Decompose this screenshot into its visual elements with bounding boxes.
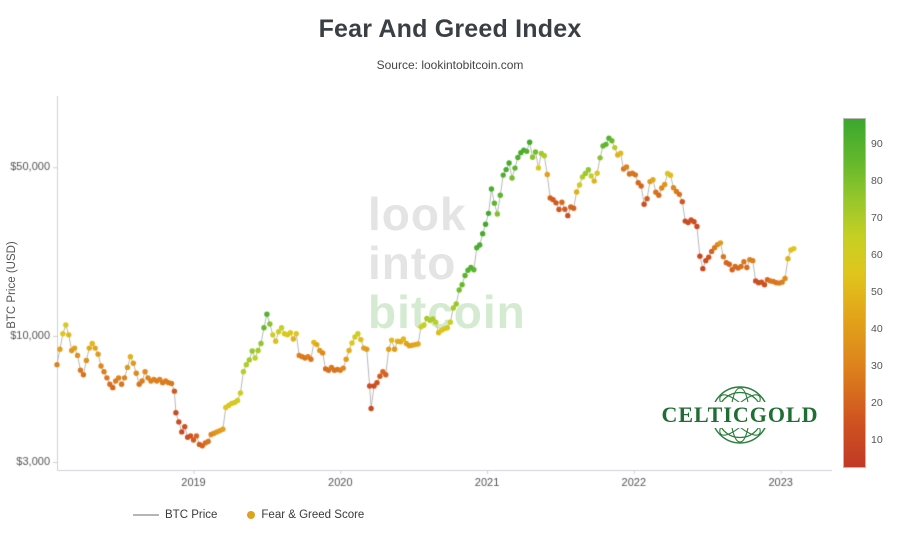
colorbar-tick-label: 70 <box>871 211 883 224</box>
legend-label-btc-price: BTC Price <box>165 509 218 521</box>
colorbar-tick-label: 30 <box>871 360 883 373</box>
y-axis-title: BTC Price (USD) <box>6 241 18 329</box>
page-title: Fear And Greed Index <box>318 15 582 43</box>
legend-label-fear-greed-score: Fear & Greed Score <box>261 509 365 521</box>
fear-greed-colorbar <box>843 118 866 468</box>
colorbar-tick-label: 90 <box>871 137 883 150</box>
legend-item-fear-greed-score[interactable]: Fear & Greed Score <box>247 509 364 521</box>
celticgold-wordmark: CELTICGOLD <box>658 402 822 428</box>
lookintobitcoin-watermark: look into bitcoin <box>368 190 526 337</box>
chart-legend: BTC Price Fear & Greed Score <box>133 509 364 521</box>
colorbar-tick-label: 10 <box>871 434 883 447</box>
colorbar-tick-label: 80 <box>871 174 883 187</box>
colorbar-tick-label: 20 <box>871 397 883 410</box>
legend-item-btc-price[interactable]: BTC Price <box>133 509 217 521</box>
source-subtitle: Source: lookintobitcoin.com <box>376 58 524 72</box>
watermark-word: look <box>368 188 467 240</box>
colorbar-tick-label: 40 <box>871 323 883 336</box>
btc-price-line-swatch <box>133 514 159 516</box>
watermark-word: bitcoin <box>368 286 526 338</box>
celticgold-logo: CELTICGOLD <box>648 378 832 452</box>
fear-greed-dot-swatch <box>247 511 256 519</box>
colorbar-tick-label: 50 <box>871 286 883 298</box>
watermark-word: into <box>368 237 457 289</box>
colorbar-tick-label: 60 <box>871 248 883 261</box>
